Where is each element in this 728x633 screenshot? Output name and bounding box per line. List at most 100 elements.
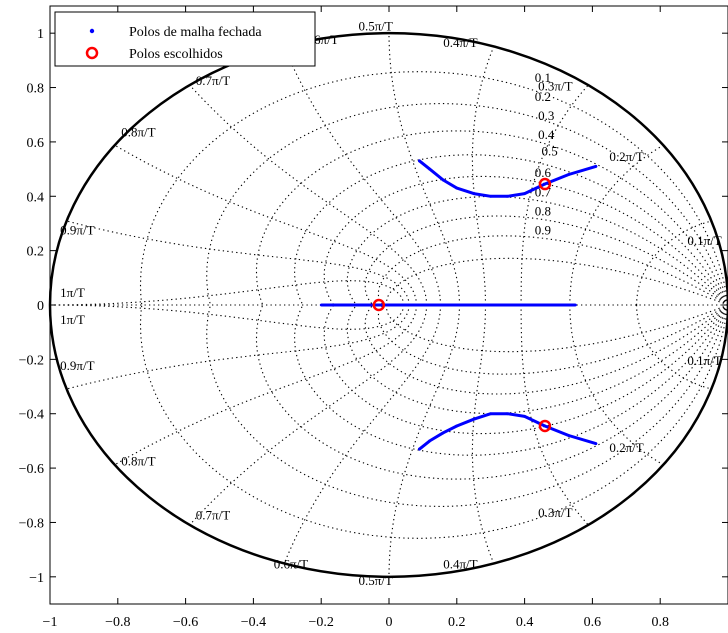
wn-curve-lower [283, 305, 442, 564]
y-tick-label: 0.2 [27, 245, 45, 260]
zeta-curve-upper [386, 257, 728, 306]
y-tick-label: 0 [37, 299, 44, 314]
closed-loop-pole-point [332, 303, 336, 307]
wn-curve-lower [49, 304, 405, 330]
wn-curve-upper [283, 46, 442, 305]
closed-loop-pole-point [326, 303, 329, 307]
wn-label-lower: 0.1π/T [687, 353, 721, 368]
wn-label-upper: 0.1π/T [687, 233, 721, 248]
wn-curve-lower [471, 305, 495, 564]
closed-loop-pole-point [485, 303, 488, 307]
closed-loop-pole-point [441, 431, 445, 435]
wn-curve-lower [114, 305, 418, 466]
y-tick-label: 0.4 [27, 190, 45, 205]
chosen-pole-marker [538, 419, 552, 433]
closed-loop-pole-point [594, 164, 598, 168]
zeta-label: 0.2 [535, 89, 551, 104]
zeta-label: 0.8 [535, 203, 551, 218]
wn-curve-upper [114, 144, 418, 305]
legend-label-closed-loop: Polos de malha fechada [129, 25, 262, 40]
closed-loop-pole-point [567, 303, 571, 307]
x-tick-label: −0.2 [308, 615, 333, 630]
closed-loop-pole-point [491, 303, 495, 307]
closed-loop-pole-point [428, 439, 432, 443]
wn-curve-upper [636, 220, 712, 305]
locus-lower-branch [418, 412, 598, 451]
closed-loop-pole-point [377, 303, 380, 307]
closed-loop-pole-point [543, 182, 547, 186]
wn-curve-lower [569, 305, 664, 466]
zeta-label: 0.1 [535, 70, 551, 85]
zeta-curve-upper [323, 175, 728, 306]
closed-loop-pole-point [408, 303, 412, 307]
closed-loop-pole-point [472, 192, 476, 195]
wn-label-lower: 0.8π/T [121, 453, 155, 468]
x-tick-label: 0.2 [448, 615, 466, 630]
zeta-curve-upper [346, 195, 728, 306]
closed-loop-pole-point [510, 303, 514, 307]
legend-label-chosen: Polos escolhidos [129, 47, 223, 62]
x-tick-label: 0.6 [584, 615, 602, 630]
wn-label-upper: 0.7π/T [196, 73, 230, 88]
closed-loop-pole-point [542, 303, 546, 307]
zeta-curve-lower [377, 304, 728, 375]
zeta-curve-lower [139, 304, 728, 539]
wn-label-lower: 1π/T [60, 312, 85, 327]
wn-curve-upper [66, 220, 410, 306]
chosen-pole-marker [538, 177, 552, 191]
closed-loop-pole-point [402, 303, 406, 307]
wn-curve-lower [636, 305, 712, 390]
x-tick-label: 0 [386, 615, 393, 630]
zeta-curve-upper [294, 154, 728, 306]
closed-loop-pole-point [489, 194, 493, 198]
zeta-label: 0.5 [542, 144, 558, 159]
closed-loop-pole-point [523, 192, 526, 195]
closed-loop-pole-point [357, 303, 361, 307]
y-tick-label: −1 [29, 571, 44, 586]
data-layer [319, 159, 598, 451]
closed-loop-pole-point [428, 167, 432, 171]
closed-loop-pole-point [543, 424, 547, 428]
closed-loop-pole-point [529, 303, 533, 307]
zeta-curve-lower [255, 304, 728, 480]
wn-curve-upper [49, 280, 405, 306]
zeta-label: 0.4 [538, 127, 555, 142]
closed-loop-pole-point [455, 186, 459, 190]
legend-marker-closed-loop [89, 28, 95, 34]
closed-loop-pole-point [472, 417, 476, 421]
closed-loop-pole-point [418, 447, 421, 451]
closed-loop-pole-point [478, 303, 482, 307]
wn-label-upper: 0.5π/T [358, 18, 392, 33]
wn-label-lower: 0.2π/T [609, 440, 643, 455]
closed-loop-pole-point [465, 303, 469, 307]
y-tick-label: 1 [37, 27, 44, 42]
zeta-curve-upper [255, 130, 728, 306]
zeta-curve-lower [294, 304, 728, 456]
wn-curve-upper [189, 84, 428, 305]
zeta-curve-lower [346, 304, 728, 415]
wn-label-upper: 1π/T [60, 285, 85, 300]
closed-loop-pole-point [561, 303, 565, 307]
zeta-label: 0.3 [538, 108, 554, 123]
zeta-curve-upper [377, 235, 728, 306]
zeta-curve-lower [364, 304, 728, 395]
closed-loop-pole-point [441, 178, 445, 182]
legend-box [54, 11, 316, 67]
wn-curve-upper [388, 33, 461, 305]
x-tick-label: −0.4 [241, 615, 266, 630]
closed-loop-pole-point [455, 424, 459, 428]
closed-loop-pole-point [506, 194, 510, 198]
wn-curve-lower [189, 305, 428, 526]
closed-loop-pole-point [504, 303, 507, 307]
wn-curve-upper [569, 144, 664, 305]
x-tick-label: −0.8 [105, 615, 130, 630]
closed-loop-pole-point [523, 303, 526, 307]
closed-loop-pole-point [523, 415, 526, 418]
zgrid: 0.10.20.30.40.50.60.70.80.90.1π/T0.1π/T0… [49, 18, 728, 588]
closed-loop-pole-point [418, 159, 421, 163]
legend: Polos de malha fechada Polos escolhidos [54, 11, 316, 67]
wn-label-upper: 0.2π/T [609, 149, 643, 164]
legend-marker-chosen [85, 46, 99, 60]
y-tick-label: −0.8 [19, 516, 44, 531]
wn-label-lower: 0.3π/T [538, 505, 572, 520]
